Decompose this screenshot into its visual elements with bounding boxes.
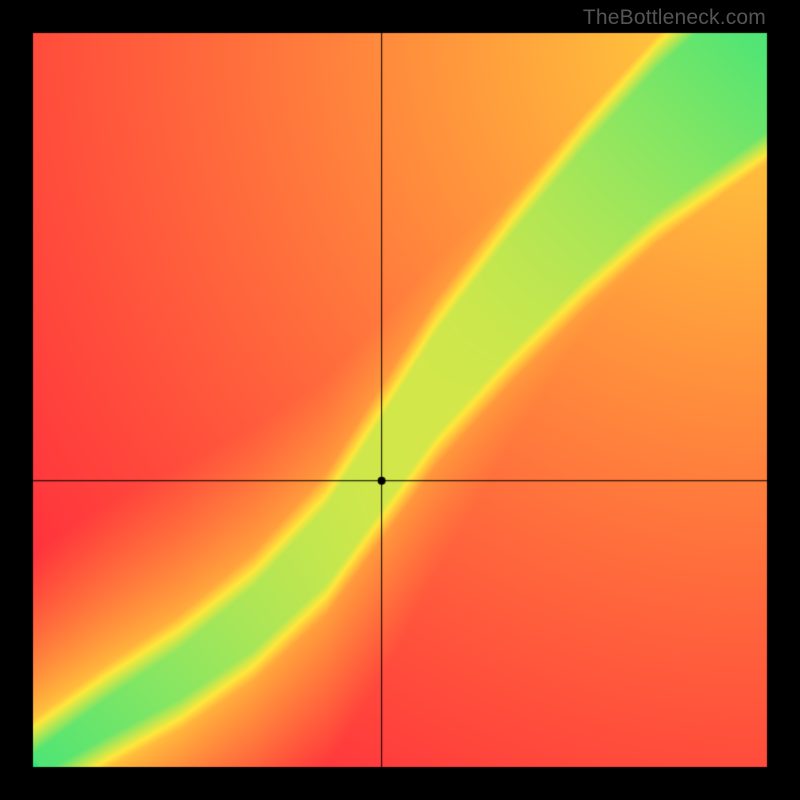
bottleneck-heatmap — [0, 0, 800, 800]
watermark-text: TheBottleneck.com — [583, 6, 766, 30]
